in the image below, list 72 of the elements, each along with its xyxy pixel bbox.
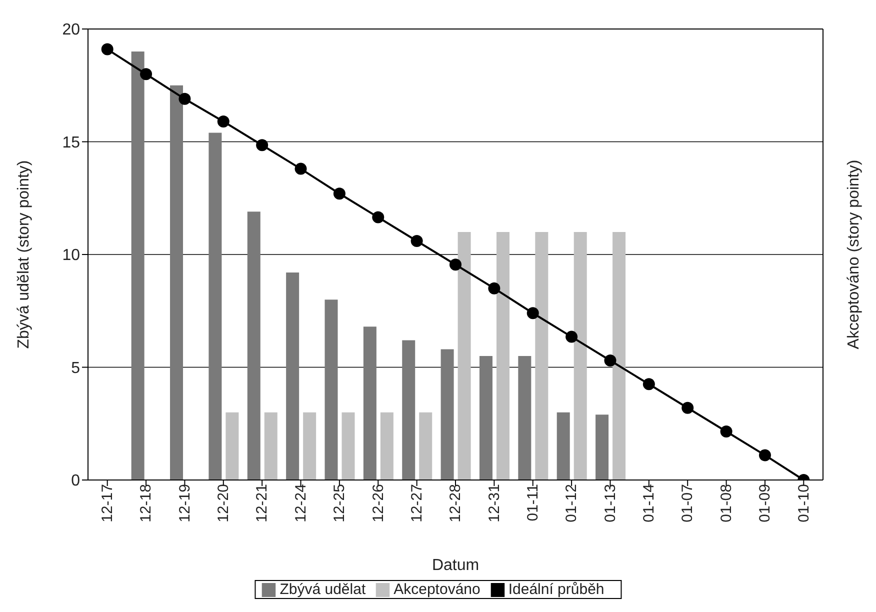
point	[372, 211, 384, 224]
x-tick-label: 01-14	[640, 484, 658, 522]
x-tick-label: 01-08	[718, 484, 735, 522]
bar	[535, 232, 548, 480]
y-tick-label: 10	[62, 247, 80, 264]
x-tick-label: 12-25	[331, 484, 348, 522]
y-axis-title: Zbývá udělat (story pointy)	[16, 160, 33, 349]
point	[217, 115, 230, 128]
bar	[208, 132, 222, 480]
bar	[419, 412, 432, 480]
point	[566, 330, 578, 343]
x-tick-label: 01-11	[524, 484, 542, 522]
x-tick-label: 01-13	[602, 484, 619, 522]
point	[101, 43, 114, 56]
bar	[496, 232, 510, 480]
y2-axis-title: Akceptováno (story pointy)	[846, 160, 863, 350]
x-tick-label: 12-17	[98, 484, 116, 522]
point	[720, 426, 732, 438]
legend-label: Akceptováno	[394, 581, 480, 598]
y-tick-label: 0	[71, 472, 80, 490]
point	[526, 307, 539, 320]
bar	[556, 412, 570, 480]
x-tick-label: 12-24	[292, 484, 310, 522]
y-tick-label: 5	[71, 360, 80, 377]
bar	[170, 85, 184, 480]
point	[140, 68, 152, 80]
x-tick-label: 12-19	[176, 484, 194, 522]
bar	[363, 326, 376, 480]
bar	[596, 414, 609, 480]
bar	[440, 349, 454, 480]
x-tick-label: 12-27	[408, 484, 426, 522]
point	[758, 449, 771, 462]
x-tick-label: 12-21	[254, 484, 271, 522]
y-tick-label: 15	[62, 134, 80, 152]
bar	[518, 356, 532, 480]
x-tick-label: 12-20	[215, 484, 232, 522]
x-tick-label: 12-18	[138, 484, 155, 522]
point	[178, 92, 191, 105]
bar	[402, 340, 416, 480]
legend-label: Zbývá udělat	[280, 581, 366, 598]
point	[410, 234, 423, 247]
x-tick-label: 12-31	[486, 484, 503, 522]
point	[450, 258, 462, 271]
y-tick-label: 20	[62, 22, 80, 39]
bar	[303, 412, 316, 480]
bar	[342, 412, 355, 480]
bar	[264, 412, 278, 480]
x-tick-label: 01-07	[679, 484, 696, 522]
point	[256, 139, 268, 152]
bar	[479, 356, 492, 480]
bar	[380, 412, 394, 480]
point	[488, 282, 500, 294]
point	[294, 162, 307, 175]
bar	[286, 272, 300, 480]
bar	[226, 412, 239, 480]
bar	[574, 232, 587, 480]
legend-label: Ideální průběh	[508, 581, 604, 598]
x-tick-label: 01-12	[563, 484, 580, 522]
bar	[612, 232, 626, 480]
x-tick-label: 12-28	[447, 484, 464, 522]
point	[604, 354, 616, 366]
bar	[131, 52, 144, 480]
x-tick-label: 01-09	[756, 484, 774, 522]
point	[682, 402, 694, 414]
bar	[324, 300, 338, 480]
bar	[458, 232, 471, 480]
point	[333, 188, 346, 200]
bar	[247, 212, 260, 480]
x-tick-label: 12-26	[370, 484, 387, 522]
point	[642, 378, 655, 390]
x-axis-title: Datum	[432, 557, 480, 574]
x-tick-label: 01-10	[795, 484, 812, 522]
